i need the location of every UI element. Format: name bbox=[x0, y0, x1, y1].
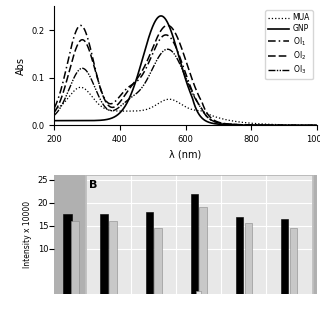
Bar bbox=[196, 291, 201, 294]
Bar bbox=[236, 217, 243, 294]
X-axis label: λ (nm): λ (nm) bbox=[170, 150, 202, 160]
Bar bbox=[290, 228, 297, 294]
Bar bbox=[154, 228, 162, 294]
Legend: MUA, GNP, OI$_1$, OI$_2$, OI$_3$: MUA, GNP, OI$_1$, OI$_2$, OI$_3$ bbox=[265, 10, 313, 79]
Bar bbox=[244, 223, 252, 294]
Bar bbox=[63, 214, 72, 294]
Bar bbox=[71, 221, 78, 294]
Text: B: B bbox=[89, 180, 97, 190]
Bar bbox=[109, 221, 116, 294]
Y-axis label: Intensity x 10000: Intensity x 10000 bbox=[23, 201, 32, 268]
Y-axis label: Abs: Abs bbox=[16, 57, 26, 75]
Bar bbox=[199, 207, 207, 294]
Bar bbox=[146, 212, 153, 294]
Bar bbox=[100, 214, 108, 294]
Bar bbox=[86, 175, 312, 294]
Bar bbox=[281, 219, 288, 294]
Bar bbox=[191, 194, 198, 294]
